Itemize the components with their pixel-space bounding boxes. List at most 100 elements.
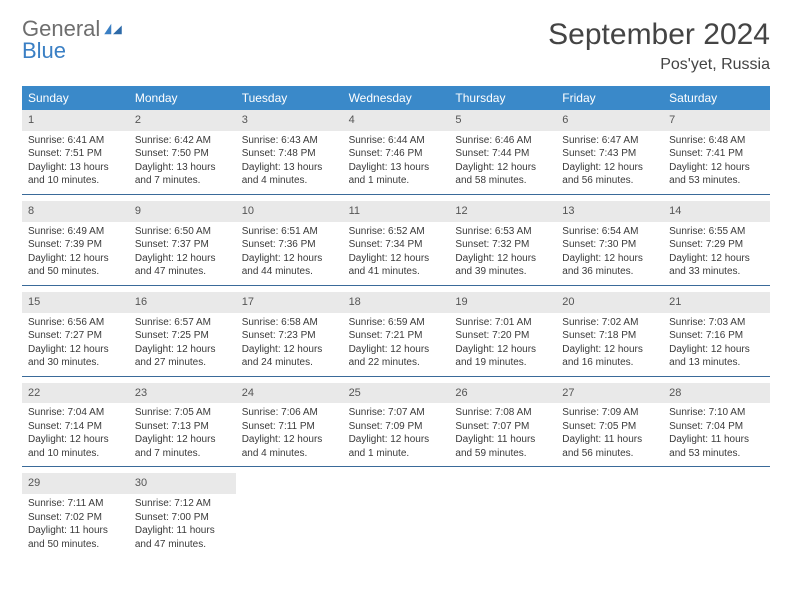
sunset-text: Sunset: 7:21 PM (349, 329, 444, 343)
day-number: 24 (236, 383, 343, 404)
sunrise-text: Sunrise: 7:05 AM (135, 406, 230, 420)
day-body: Sunrise: 7:04 AMSunset: 7:14 PMDaylight:… (22, 403, 129, 466)
day-body: Sunrise: 7:06 AMSunset: 7:11 PMDaylight:… (236, 403, 343, 466)
sunset-text: Sunset: 7:13 PM (135, 420, 230, 434)
sunset-text: Sunset: 7:02 PM (28, 511, 123, 525)
sunrise-text: Sunrise: 6:50 AM (135, 225, 230, 239)
sunrise-text: Sunrise: 6:55 AM (669, 225, 764, 239)
sunset-text: Sunset: 7:04 PM (669, 420, 764, 434)
sunset-text: Sunset: 7:36 PM (242, 238, 337, 252)
sunrise-text: Sunrise: 7:06 AM (242, 406, 337, 420)
sunrise-text: Sunrise: 6:44 AM (349, 134, 444, 148)
day-cell: 30Sunrise: 7:12 AMSunset: 7:00 PMDayligh… (129, 473, 236, 557)
sunset-text: Sunset: 7:51 PM (28, 147, 123, 161)
day-cell: 14Sunrise: 6:55 AMSunset: 7:29 PMDayligh… (663, 201, 770, 285)
day-number: 16 (129, 292, 236, 313)
day-number: 7 (663, 110, 770, 131)
sunrise-text: Sunrise: 6:59 AM (349, 316, 444, 330)
empty-cell (236, 473, 343, 557)
day-body: Sunrise: 6:57 AMSunset: 7:25 PMDaylight:… (129, 313, 236, 376)
day-number: 5 (449, 110, 556, 131)
header: General Blue September 2024 Pos'yet, Rus… (22, 18, 770, 74)
day-cell: 29Sunrise: 7:11 AMSunset: 7:02 PMDayligh… (22, 473, 129, 557)
day-body: Sunrise: 7:02 AMSunset: 7:18 PMDaylight:… (556, 313, 663, 376)
day-body: Sunrise: 6:44 AMSunset: 7:46 PMDaylight:… (343, 131, 450, 194)
daylight-text: Daylight: 12 hours and 10 minutes. (28, 433, 123, 460)
day-cell: 7 Sunrise: 6:48 AMSunset: 7:41 PMDaylight… (663, 110, 770, 194)
sunrise-text: Sunrise: 6:48 AM (669, 134, 764, 148)
month-title: September 2024 (548, 18, 770, 52)
day-cell: 26Sunrise: 7:08 AMSunset: 7:07 PMDayligh… (449, 383, 556, 467)
day-number: 30 (129, 473, 236, 494)
sunset-text: Sunset: 7:39 PM (28, 238, 123, 252)
sunrise-text: Sunrise: 6:53 AM (455, 225, 550, 239)
day-header-thursday: Thursday (449, 86, 556, 110)
daylight-text: Daylight: 13 hours and 4 minutes. (242, 161, 337, 188)
day-body: Sunrise: 7:08 AMSunset: 7:07 PMDaylight:… (449, 403, 556, 466)
sunrise-text: Sunrise: 7:01 AM (455, 316, 550, 330)
daylight-text: Daylight: 12 hours and 53 minutes. (669, 161, 764, 188)
daylight-text: Daylight: 12 hours and 56 minutes. (562, 161, 657, 188)
sunset-text: Sunset: 7:48 PM (242, 147, 337, 161)
sunrise-text: Sunrise: 6:56 AM (28, 316, 123, 330)
day-number: 3 (236, 110, 343, 131)
day-header-tuesday: Tuesday (236, 86, 343, 110)
day-body: Sunrise: 7:11 AMSunset: 7:02 PMDaylight:… (22, 494, 129, 557)
day-number: 18 (343, 292, 450, 313)
day-body: Sunrise: 6:42 AMSunset: 7:50 PMDaylight:… (129, 131, 236, 194)
day-number: 15 (22, 292, 129, 313)
sunset-text: Sunset: 7:09 PM (349, 420, 444, 434)
day-headers-row: SundayMondayTuesdayWednesdayThursdayFrid… (22, 86, 770, 110)
empty-cell (343, 473, 450, 557)
sunrise-text: Sunrise: 6:58 AM (242, 316, 337, 330)
sunset-text: Sunset: 7:41 PM (669, 147, 764, 161)
day-cell: 18Sunrise: 6:59 AMSunset: 7:21 PMDayligh… (343, 292, 450, 376)
day-header-friday: Friday (556, 86, 663, 110)
sunset-text: Sunset: 7:32 PM (455, 238, 550, 252)
day-number: 14 (663, 201, 770, 222)
sunset-text: Sunset: 7:30 PM (562, 238, 657, 252)
day-number: 26 (449, 383, 556, 404)
day-cell: 19Sunrise: 7:01 AMSunset: 7:20 PMDayligh… (449, 292, 556, 376)
empty-cell (449, 473, 556, 557)
daylight-text: Daylight: 11 hours and 50 minutes. (28, 524, 123, 551)
day-header-sunday: Sunday (22, 86, 129, 110)
logo-text-blue: Blue (22, 40, 124, 62)
day-body: Sunrise: 6:46 AMSunset: 7:44 PMDaylight:… (449, 131, 556, 194)
sunset-text: Sunset: 7:29 PM (669, 238, 764, 252)
day-header-monday: Monday (129, 86, 236, 110)
daylight-text: Daylight: 13 hours and 7 minutes. (135, 161, 230, 188)
empty-cell (556, 473, 663, 557)
day-cell: 25Sunrise: 7:07 AMSunset: 7:09 PMDayligh… (343, 383, 450, 467)
daylight-text: Daylight: 12 hours and 22 minutes. (349, 343, 444, 370)
calendar: SundayMondayTuesdayWednesdayThursdayFrid… (22, 86, 770, 557)
daylight-text: Daylight: 12 hours and 19 minutes. (455, 343, 550, 370)
daylight-text: Daylight: 12 hours and 7 minutes. (135, 433, 230, 460)
day-cell: 28Sunrise: 7:10 AMSunset: 7:04 PMDayligh… (663, 383, 770, 467)
day-number: 10 (236, 201, 343, 222)
daylight-text: Daylight: 12 hours and 39 minutes. (455, 252, 550, 279)
empty-cell (663, 473, 770, 557)
day-body: Sunrise: 6:59 AMSunset: 7:21 PMDaylight:… (343, 313, 450, 376)
day-body: Sunrise: 7:03 AMSunset: 7:16 PMDaylight:… (663, 313, 770, 376)
day-cell: 22Sunrise: 7:04 AMSunset: 7:14 PMDayligh… (22, 383, 129, 467)
day-number: 12 (449, 201, 556, 222)
logo-text-general: General (22, 18, 100, 40)
day-number: 2 (129, 110, 236, 131)
day-body: Sunrise: 6:43 AMSunset: 7:48 PMDaylight:… (236, 131, 343, 194)
day-number: 17 (236, 292, 343, 313)
day-cell: 1Sunrise: 6:41 AMSunset: 7:51 PMDaylight… (22, 110, 129, 194)
day-body: Sunrise: 6:56 AMSunset: 7:27 PMDaylight:… (22, 313, 129, 376)
day-body: Sunrise: 7:07 AMSunset: 7:09 PMDaylight:… (343, 403, 450, 466)
day-number: 4 (343, 110, 450, 131)
sunset-text: Sunset: 7:37 PM (135, 238, 230, 252)
week-row: 22Sunrise: 7:04 AMSunset: 7:14 PMDayligh… (22, 383, 770, 468)
day-cell: 20Sunrise: 7:02 AMSunset: 7:18 PMDayligh… (556, 292, 663, 376)
day-number: 9 (129, 201, 236, 222)
day-body: Sunrise: 7:09 AMSunset: 7:05 PMDaylight:… (556, 403, 663, 466)
day-cell: 13Sunrise: 6:54 AMSunset: 7:30 PMDayligh… (556, 201, 663, 285)
sunrise-text: Sunrise: 6:54 AM (562, 225, 657, 239)
day-body: Sunrise: 6:51 AMSunset: 7:36 PMDaylight:… (236, 222, 343, 285)
day-number: 27 (556, 383, 663, 404)
day-body: Sunrise: 7:10 AMSunset: 7:04 PMDaylight:… (663, 403, 770, 466)
